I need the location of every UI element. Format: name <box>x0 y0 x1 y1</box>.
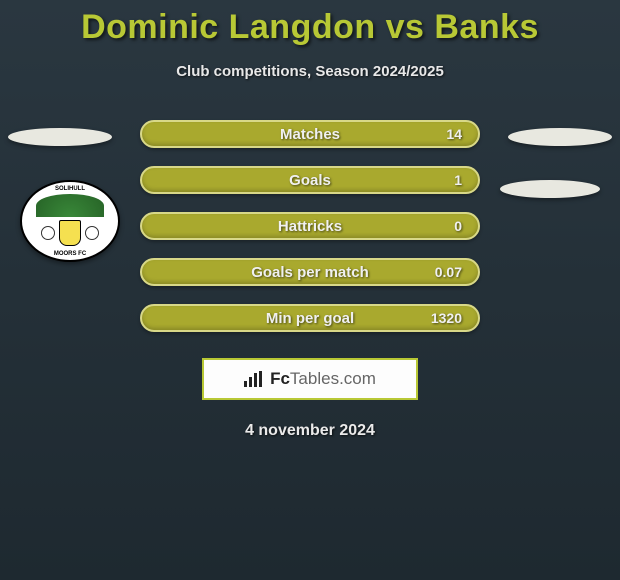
logo-brand: Fc <box>270 369 290 388</box>
logo-suffix: .com <box>339 369 376 388</box>
badge-center <box>36 217 103 248</box>
stat-row-hattricks: Hattricks 0 <box>140 212 480 240</box>
stat-label: Min per goal <box>142 310 478 327</box>
stat-row-matches: Matches 14 <box>140 120 480 148</box>
placeholder-ellipse-top-left <box>8 128 112 146</box>
stat-label: Goals <box>142 172 478 189</box>
stat-label: Matches <box>142 126 478 143</box>
stat-value: 14 <box>446 126 462 142</box>
stat-label: Goals per match <box>142 264 478 281</box>
subtitle: Club competitions, Season 2024/2025 <box>0 63 620 80</box>
club-badge: SOLIHULL MOORS FC <box>20 180 120 262</box>
stat-value: 1 <box>454 172 462 188</box>
fctables-logo: FcTables.com <box>202 358 418 400</box>
badge-ball-icon <box>41 226 55 240</box>
logo-rest: Tables <box>290 369 339 388</box>
placeholder-ellipse-top-right <box>508 128 612 146</box>
logo-text: FcTables.com <box>270 369 376 389</box>
badge-top-text: SOLIHULL <box>55 186 85 192</box>
stat-row-goals-per-match: Goals per match 0.07 <box>140 258 480 286</box>
stat-row-min-per-goal: Min per goal 1320 <box>140 304 480 332</box>
stat-value: 0.07 <box>435 264 462 280</box>
stat-value: 0 <box>454 218 462 234</box>
date-text: 4 november 2024 <box>0 422 620 440</box>
badge-bottom-text: MOORS FC <box>54 251 86 257</box>
stat-value: 1320 <box>431 310 462 326</box>
stat-label: Hattricks <box>142 218 478 235</box>
stat-row-goals: Goals 1 <box>140 166 480 194</box>
badge-upper-arc <box>36 194 103 217</box>
bar-chart-icon <box>244 371 264 387</box>
badge-shield-icon <box>59 220 81 246</box>
page-title: Dominic Langdon vs Banks <box>0 8 620 47</box>
placeholder-ellipse-mid-right <box>500 180 600 198</box>
badge-ball-icon <box>85 226 99 240</box>
